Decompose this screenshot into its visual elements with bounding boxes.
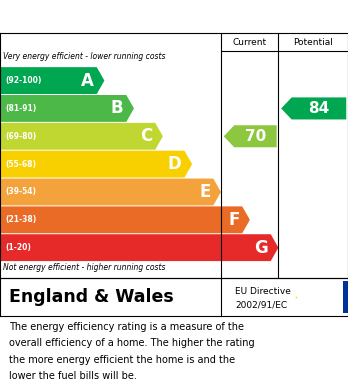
- Text: Very energy efficient - lower running costs: Very energy efficient - lower running co…: [3, 52, 166, 61]
- Polygon shape: [0, 123, 163, 150]
- FancyBboxPatch shape: [343, 281, 348, 313]
- Text: lower the fuel bills will be.: lower the fuel bills will be.: [9, 371, 136, 382]
- Polygon shape: [0, 179, 221, 205]
- Text: overall efficiency of a home. The higher the rating: overall efficiency of a home. The higher…: [9, 339, 254, 348]
- Text: (1-20): (1-20): [5, 243, 31, 252]
- Text: B: B: [111, 99, 124, 117]
- Polygon shape: [0, 234, 278, 261]
- Text: G: G: [254, 239, 268, 256]
- Text: (81-91): (81-91): [5, 104, 37, 113]
- Text: Energy Efficiency Rating: Energy Efficiency Rating: [9, 9, 230, 24]
- Text: 84: 84: [308, 101, 330, 116]
- Text: Potential: Potential: [293, 38, 333, 47]
- Text: The energy efficiency rating is a measure of the: The energy efficiency rating is a measur…: [9, 322, 244, 332]
- Polygon shape: [0, 67, 104, 94]
- Polygon shape: [0, 151, 192, 178]
- Text: England & Wales: England & Wales: [9, 288, 173, 306]
- Text: EU Directive: EU Directive: [235, 287, 291, 296]
- Text: C: C: [140, 127, 152, 145]
- Text: (69-80): (69-80): [5, 132, 37, 141]
- Text: A: A: [81, 72, 94, 90]
- Text: (55-68): (55-68): [5, 160, 36, 169]
- Text: F: F: [228, 211, 239, 229]
- Text: E: E: [199, 183, 211, 201]
- Text: D: D: [168, 155, 182, 173]
- Polygon shape: [0, 206, 250, 233]
- Text: Not energy efficient - higher running costs: Not energy efficient - higher running co…: [3, 263, 166, 272]
- Polygon shape: [0, 95, 134, 122]
- Text: the more energy efficient the home is and the: the more energy efficient the home is an…: [9, 355, 235, 365]
- Text: 2002/91/EC: 2002/91/EC: [235, 300, 287, 309]
- Text: 70: 70: [245, 129, 266, 144]
- Text: (21-38): (21-38): [5, 215, 37, 224]
- Polygon shape: [281, 97, 346, 120]
- Text: Current: Current: [232, 38, 267, 47]
- Text: (39-54): (39-54): [5, 187, 36, 196]
- Text: (92-100): (92-100): [5, 76, 42, 85]
- Polygon shape: [224, 125, 277, 147]
